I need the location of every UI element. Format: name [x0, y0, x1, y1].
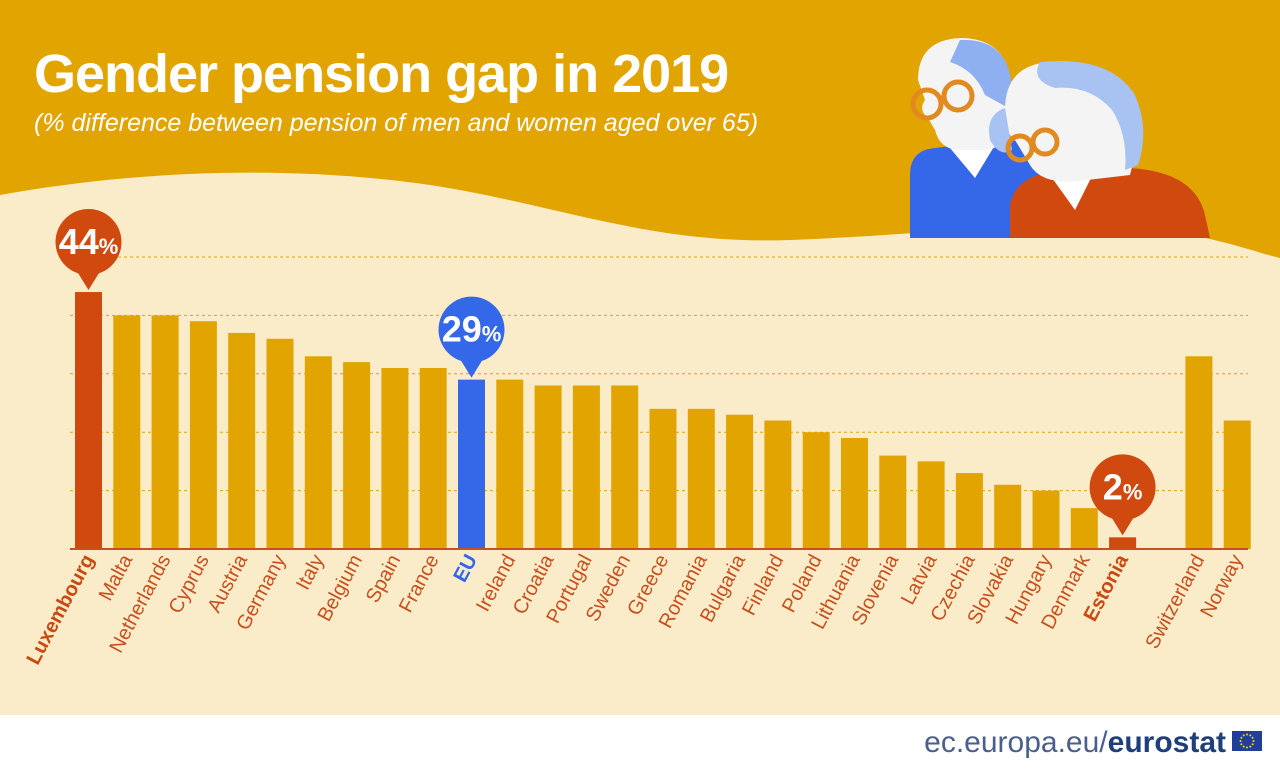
bar-portugal	[572, 385, 600, 549]
svg-text:29%: 29%	[442, 309, 502, 350]
bar-romania	[687, 408, 715, 549]
bar-czechia	[955, 473, 983, 549]
bar-croatia	[534, 385, 562, 549]
bar-finland	[764, 420, 792, 549]
callout-eu-value: 29	[442, 309, 482, 350]
svg-text:44%: 44%	[59, 221, 119, 262]
bar-latvia	[917, 461, 945, 549]
bar-luxembourg	[75, 292, 102, 549]
bar-netherlands	[151, 315, 179, 549]
bar-slovakia	[994, 484, 1022, 549]
callout-eu: 29%	[438, 296, 505, 378]
bar-estonia	[1109, 537, 1137, 549]
bar-belgium	[343, 362, 371, 549]
bar-hungary	[1032, 490, 1060, 549]
bar-denmark	[1070, 508, 1098, 549]
bar-spain	[381, 367, 409, 549]
bar-france	[419, 367, 447, 549]
bar-greece	[649, 408, 677, 549]
callout-max-value: 44	[59, 221, 99, 262]
footer-site[interactable]: ec.europa.eu/	[924, 726, 1108, 759]
bar-bulgaria	[726, 414, 754, 549]
bar-cyprus	[189, 321, 217, 549]
value-callouts: 44%29%2%	[55, 209, 1156, 536]
callout-eu-unit: %	[482, 322, 502, 347]
footer-brand[interactable]: eurostat	[1108, 726, 1226, 759]
page-subtitle: (% difference between pension of men and…	[34, 109, 758, 137]
bar-slovenia	[879, 455, 907, 549]
page-title: Gender pension gap in 2019	[34, 44, 728, 104]
bar-malta	[113, 315, 141, 549]
callout-max: 44%	[55, 209, 122, 291]
bar-eu	[458, 379, 485, 549]
bar-norway	[1223, 420, 1251, 549]
elderly-couple-icon	[910, 38, 1210, 238]
bars	[75, 292, 1251, 549]
footer-source[interactable]: ec.europa.eu/eurostat	[924, 726, 1226, 759]
chart-panel-background	[0, 172, 1280, 715]
callout-min: 2%	[1089, 454, 1156, 536]
bar-switzerland	[1185, 356, 1213, 549]
bar-poland	[802, 432, 830, 549]
bar-austria	[228, 332, 256, 549]
svg-text:2%: 2%	[1103, 466, 1143, 507]
callout-max-unit: %	[99, 234, 119, 259]
bar-ireland	[496, 379, 524, 549]
callout-min-unit: %	[1123, 479, 1143, 504]
eu-flag-icon	[1232, 731, 1262, 751]
callout-min-value: 2	[1103, 466, 1123, 507]
bar-italy	[304, 356, 332, 549]
bar-germany	[266, 338, 294, 549]
bar-lithuania	[841, 438, 868, 549]
footer-background	[0, 715, 1280, 771]
bar-sweden	[611, 385, 639, 549]
